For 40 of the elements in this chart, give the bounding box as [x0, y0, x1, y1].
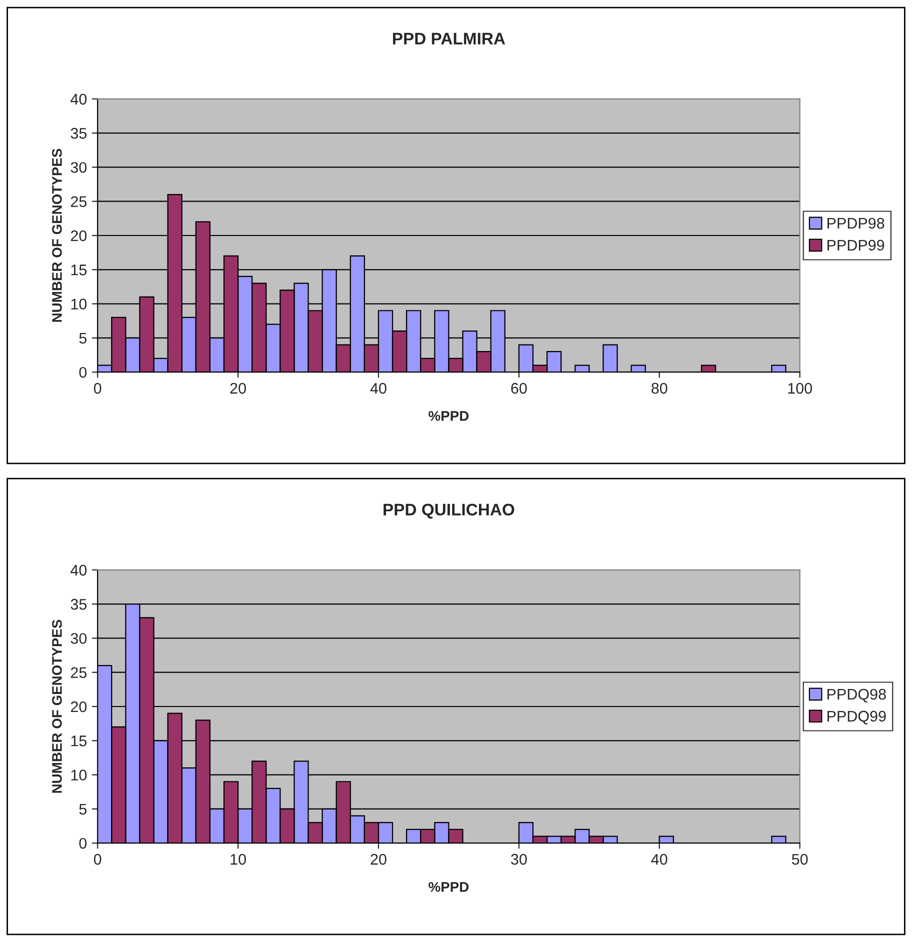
chart-title: PPD PALMIRA: [393, 32, 506, 44]
x-tick-label: 30: [511, 854, 527, 865]
x-tick-label: 40: [370, 382, 386, 394]
x-tick-label: 100: [788, 382, 812, 394]
y-tick-label: 20: [70, 701, 87, 712]
legend-label: PPDQ98: [828, 688, 886, 702]
y-tick-label: 20: [70, 230, 87, 242]
y-tick-label: 40: [70, 94, 87, 105]
x-axis-title: %PPD: [428, 411, 469, 421]
legend-label: PPDP98: [828, 218, 884, 229]
legend-label: PPDP99: [828, 240, 884, 251]
y-tick-label: 10: [71, 770, 87, 780]
y-tick-label: 25: [70, 196, 87, 208]
x-tick-label: 10: [230, 854, 246, 865]
x-tick-label: 20: [230, 382, 246, 394]
y-tick-label: 15: [71, 736, 87, 746]
x-axis-title: %PPD: [428, 882, 469, 892]
y-tick-label: 30: [70, 162, 87, 173]
y-tick-label: 0: [79, 366, 87, 378]
y-tick-label: 0: [79, 838, 87, 849]
x-tick-label: 20: [370, 854, 386, 865]
y-tick-label: 30: [70, 633, 87, 644]
x-tick-label: 0: [94, 382, 102, 394]
y-axis-title: NUMBER OF GENOTYPES: [52, 620, 62, 793]
y-tick-label: 35: [70, 598, 87, 610]
x-tick-label: 0: [94, 854, 102, 865]
y-tick-label: 15: [71, 264, 87, 276]
y-tick-label: 5: [79, 804, 87, 815]
x-tick-label: 50: [792, 854, 808, 865]
x-tick-label: 40: [651, 854, 668, 865]
legend-label: PPDQ99: [828, 710, 886, 724]
y-axis-title: NUMBER OF GENOTYPES: [52, 148, 62, 322]
x-tick-label: 60: [511, 382, 527, 394]
y-tick-label: 25: [70, 667, 87, 678]
x-tick-label: 80: [652, 382, 668, 394]
chart-title: PPD QUILICHAO: [384, 504, 514, 519]
y-tick-label: 40: [70, 564, 87, 576]
y-tick-label: 35: [70, 128, 87, 139]
y-tick-label: 10: [71, 298, 87, 310]
y-tick-label: 5: [79, 332, 87, 344]
